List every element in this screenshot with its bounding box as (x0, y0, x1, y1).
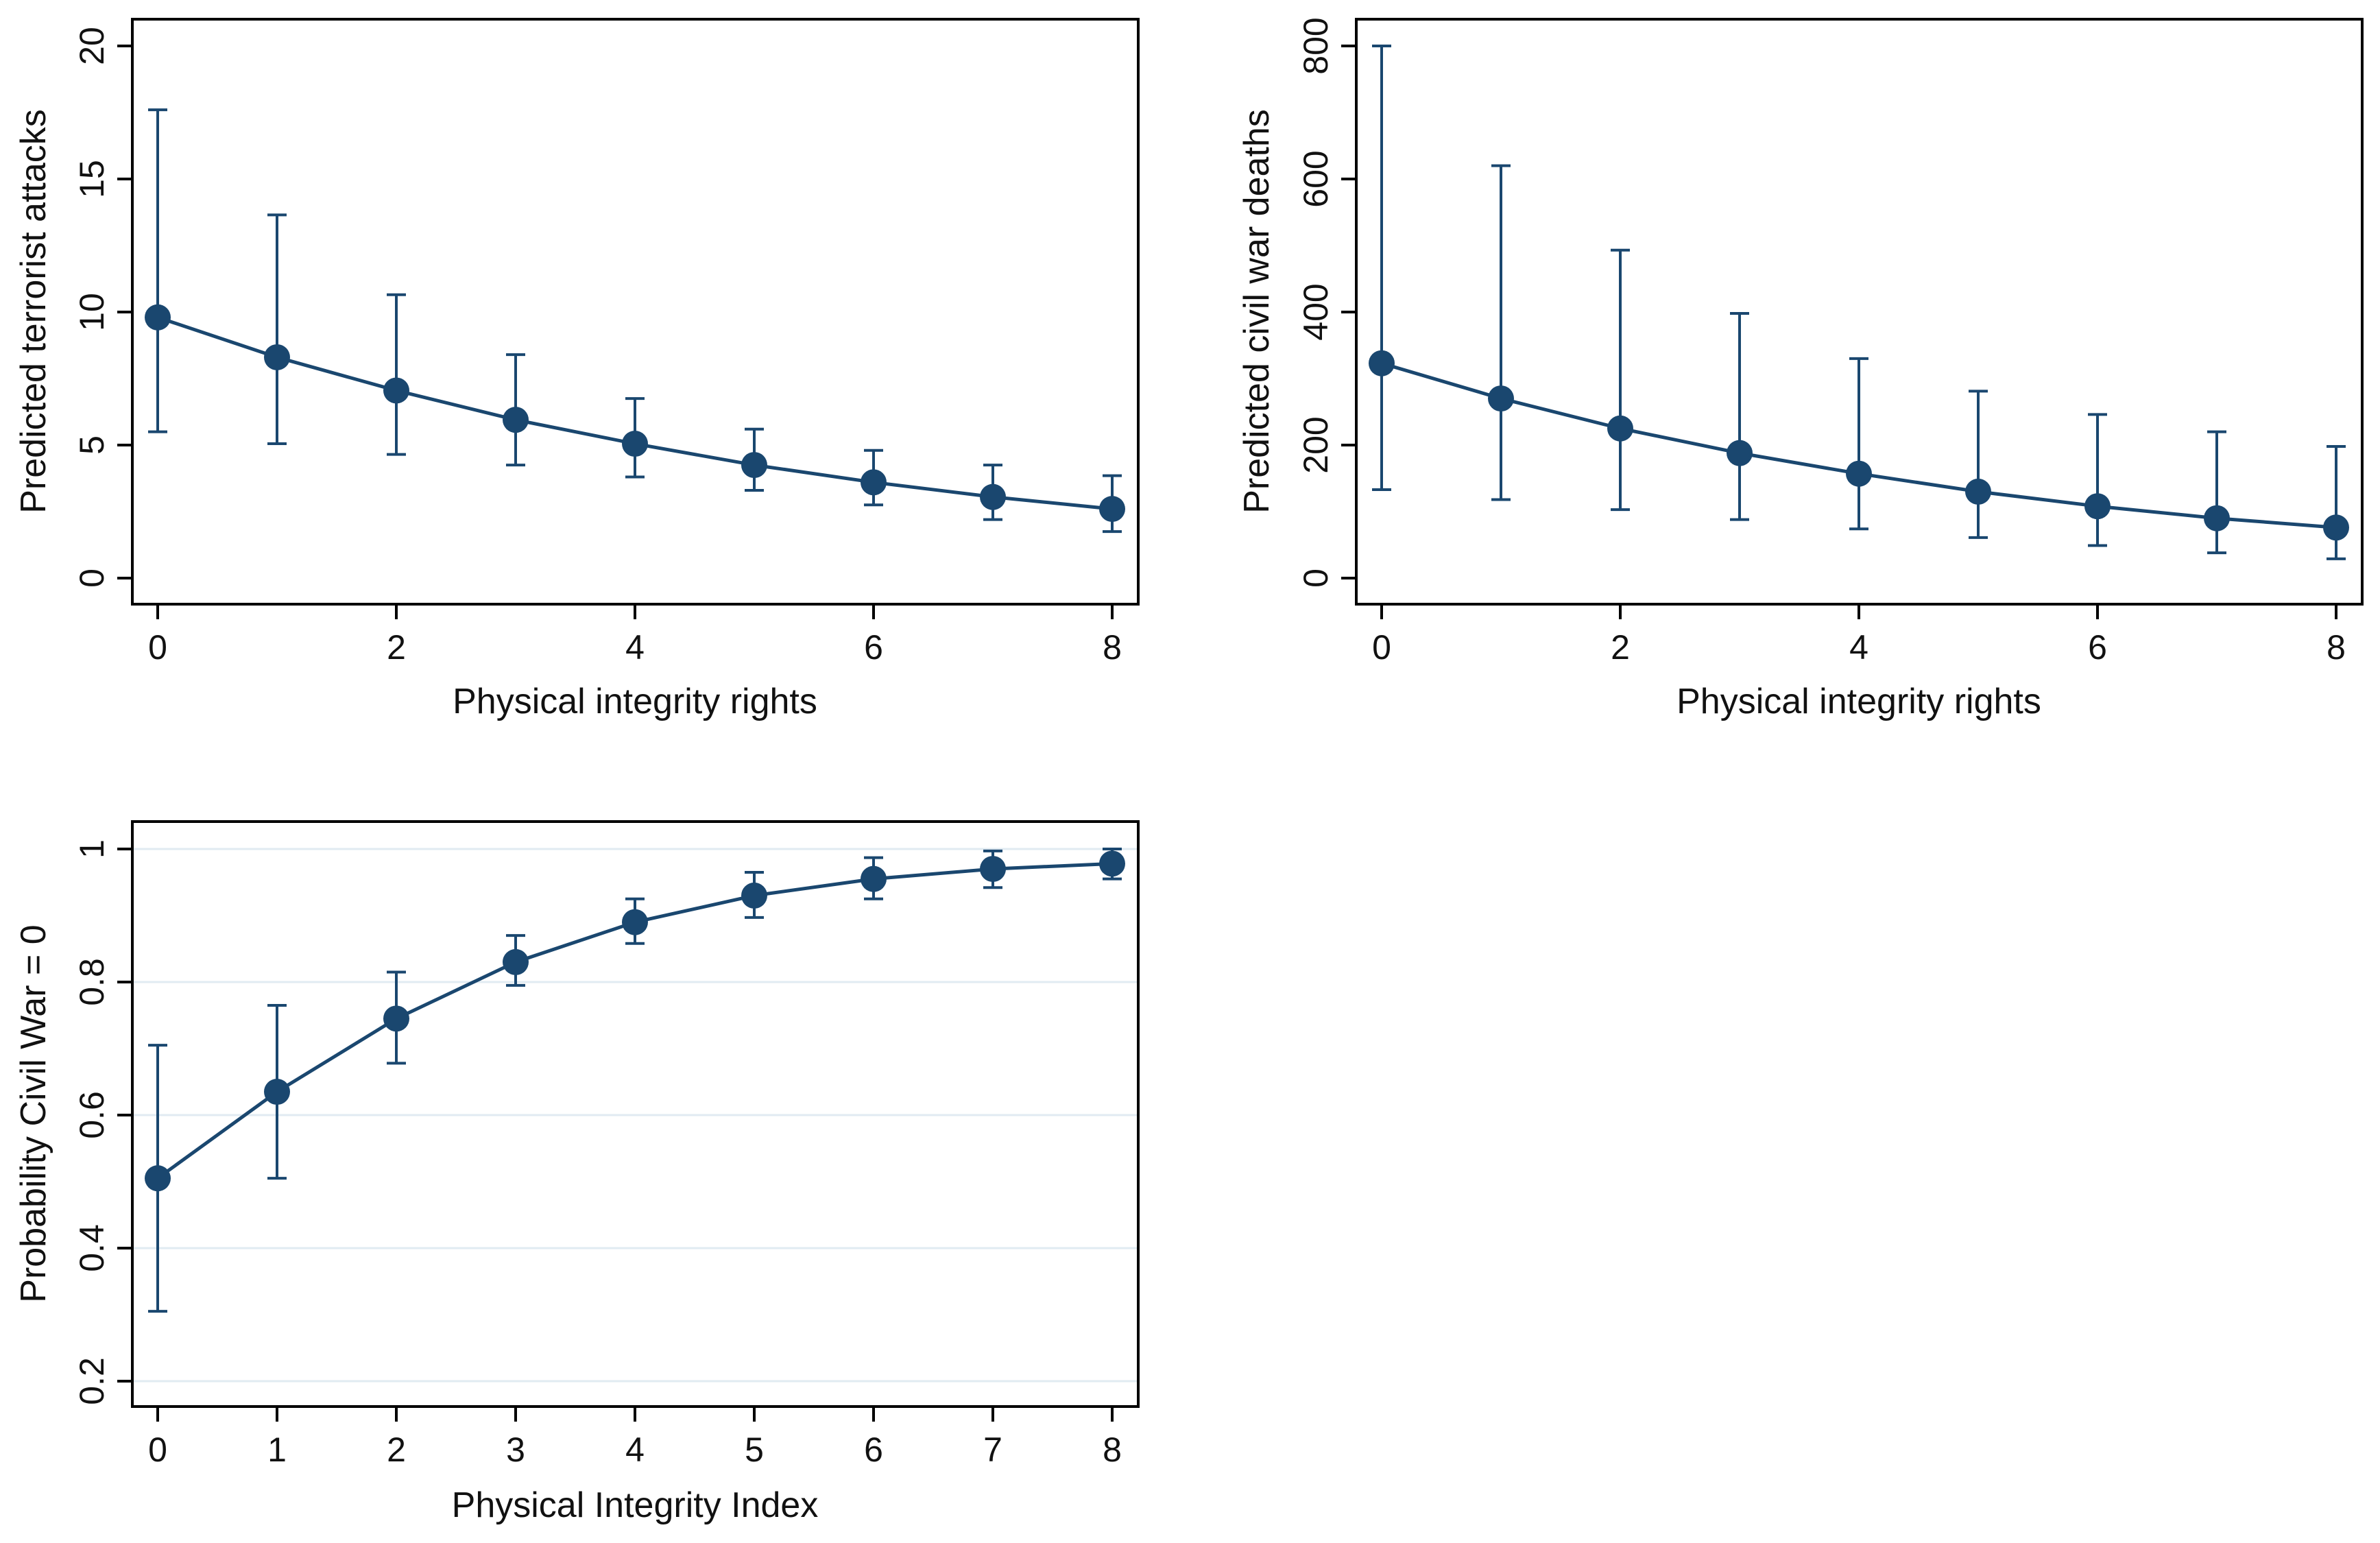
y-tick-label: 0.2 (73, 1357, 111, 1405)
y-axis: 0.2 0.4 0.6 0.8 1 (73, 839, 132, 1405)
y-axis-label: Probability Civil War = 0 (14, 924, 53, 1302)
x-tick-label: 8 (1103, 1431, 1122, 1469)
x-tick-label: 4 (625, 1431, 645, 1469)
x-tick-label: 2 (387, 1431, 406, 1469)
x-axis-label: Physical Integrity Index (452, 1485, 819, 1525)
data-point (1727, 440, 1753, 466)
data-point (741, 452, 767, 479)
y-axis-label: Predicted terrorist attacks (14, 109, 53, 514)
y-axis-label: Predicted civil war deaths (1237, 109, 1277, 514)
panel-probability-civil-war: 0.2 0.4 0.6 0.8 1 0 1 2 3 4 5 6 7 8 Probability Civi… (14, 820, 1140, 1525)
error-bars (148, 108, 1122, 534)
x-tick-label: 6 (2088, 628, 2107, 667)
data-point (1965, 478, 1991, 505)
data-point (622, 909, 648, 935)
data-point (1099, 496, 1125, 523)
y-tick-label: 0.6 (73, 1091, 111, 1139)
data-point (980, 483, 1006, 510)
data-point (145, 1165, 171, 1192)
error-bar (148, 108, 167, 433)
y-tick-label: 0 (1297, 569, 1335, 588)
error-bars (1372, 45, 2346, 560)
y-tick-label: 800 (1297, 17, 1335, 74)
x-axis-label: Physical integrity rights (453, 682, 817, 721)
error-bar (2327, 444, 2346, 560)
x-tick-label: 8 (1103, 628, 1122, 667)
data-point (861, 865, 887, 892)
x-tick-label: 4 (625, 628, 645, 667)
error-bar (1372, 45, 1391, 491)
data-points (1369, 350, 2349, 541)
panel-civil-war-deaths: 0 200 400 600 800 0 2 4 6 8 Predicted civil war … (1237, 17, 2364, 721)
x-tick-label: 6 (864, 628, 883, 667)
data-point (145, 304, 171, 331)
x-tick-label: 7 (983, 1431, 1002, 1469)
x-tick-label: 2 (1611, 628, 1630, 667)
data-point (264, 344, 290, 370)
y-tick-label: 20 (73, 27, 111, 65)
data-point (1607, 415, 1633, 442)
x-tick-label: 2 (387, 628, 406, 667)
x-tick-label: 0 (148, 1431, 167, 1469)
x-tick-label: 5 (745, 1431, 764, 1469)
y-tick-label: 400 (1297, 283, 1335, 340)
error-bar (2088, 413, 2107, 547)
data-point (2204, 505, 2230, 531)
y-tick-label: 600 (1297, 150, 1335, 207)
error-bar (2207, 430, 2226, 555)
error-bar (387, 293, 406, 456)
error-bar (1611, 248, 1630, 512)
data-point (1099, 850, 1125, 877)
data-point (503, 407, 529, 433)
x-axis: 0 2 4 6 8 (1372, 604, 2346, 667)
y-tick-label: 1 (73, 839, 111, 859)
data-points (145, 850, 1125, 1192)
grid-lines (134, 848, 1137, 1383)
data-point (1488, 385, 1514, 412)
x-tick-label: 4 (1849, 628, 1868, 667)
y-axis: 0 5 10 15 20 (73, 27, 132, 588)
data-point (622, 431, 648, 457)
data-point (980, 856, 1006, 883)
error-bar (267, 213, 287, 446)
data-point (383, 377, 409, 404)
data-point (503, 948, 529, 975)
y-tick-label: 0.8 (73, 958, 111, 1006)
data-point (2323, 514, 2349, 541)
data-points (145, 304, 1125, 523)
x-tick-label: 1 (267, 1431, 287, 1469)
error-bar (1969, 390, 1988, 539)
error-bar (1730, 311, 1749, 521)
y-tick-label: 0.4 (73, 1224, 111, 1272)
y-tick-label: 10 (73, 293, 111, 331)
data-point (2084, 493, 2111, 520)
data-point (264, 1079, 290, 1105)
data-point (1369, 350, 1395, 376)
plot-frame (131, 18, 1140, 606)
data-point (1846, 460, 1872, 487)
x-tick-label: 0 (148, 628, 167, 667)
x-tick-label: 3 (506, 1431, 525, 1469)
data-point (861, 469, 887, 496)
x-axis: 0 1 2 3 4 5 6 7 8 (148, 1407, 1122, 1469)
data-point (383, 1005, 409, 1032)
x-axis: 0 2 4 6 8 (148, 604, 1122, 667)
y-tick-label: 15 (73, 160, 111, 198)
data-point (741, 882, 767, 909)
y-tick-label: 0 (73, 569, 111, 588)
y-axis: 0 200 400 600 800 (1297, 17, 1356, 588)
panel-terrorist-attacks: 0 5 10 15 20 0 2 4 6 8 Predicted terrorist attac… (14, 18, 1140, 721)
x-tick-label: 0 (1372, 628, 1391, 667)
y-tick-label: 5 (73, 435, 111, 455)
error-bar (1849, 357, 1868, 531)
x-tick-label: 6 (864, 1431, 883, 1469)
x-tick-label: 8 (2327, 628, 2346, 667)
error-bar (1491, 164, 1511, 501)
y-tick-label: 200 (1297, 416, 1335, 473)
x-axis-label: Physical integrity rights (1676, 682, 2041, 721)
